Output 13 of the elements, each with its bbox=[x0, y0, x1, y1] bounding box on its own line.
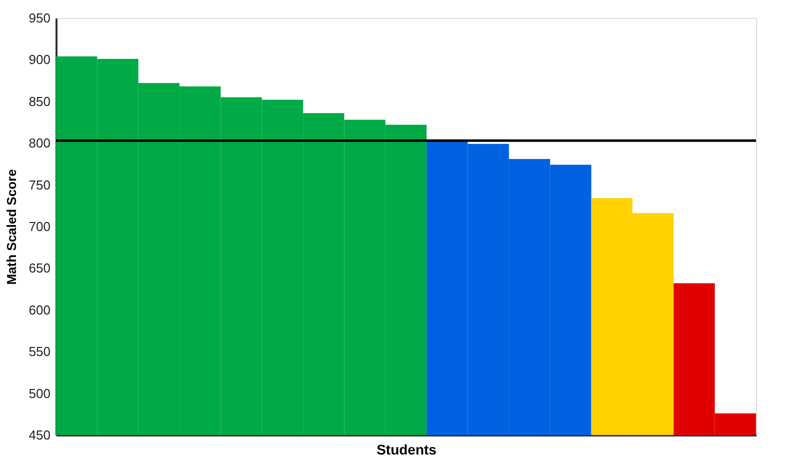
y-tick-label: 600 bbox=[28, 302, 50, 318]
y-tick-label: 700 bbox=[28, 219, 50, 234]
y-tick-label: 450 bbox=[28, 428, 50, 442]
y-tick-label: 650 bbox=[28, 260, 50, 276]
y-tick-label: 500 bbox=[28, 386, 50, 401]
y-tick-label: 800 bbox=[28, 136, 50, 151]
y-tick-label: 900 bbox=[28, 52, 50, 68]
y-tick-label: 750 bbox=[28, 177, 50, 192]
y-tick-label: 550 bbox=[28, 344, 50, 360]
y-tick-label: 950 bbox=[28, 10, 50, 26]
y-axis-title: Math Scaled Score bbox=[4, 169, 19, 285]
y-tick-label: 850 bbox=[28, 94, 50, 109]
x-axis-title: Students bbox=[376, 442, 437, 458]
